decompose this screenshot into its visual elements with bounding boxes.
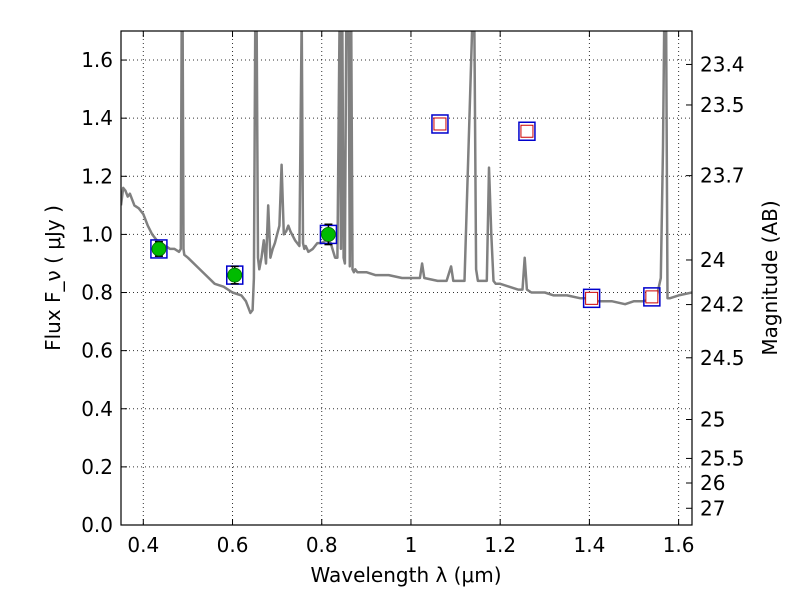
x-tick-label: 0.4 — [127, 533, 159, 557]
upper-limit-point — [520, 124, 534, 138]
model-point — [643, 287, 661, 307]
y2-axis-label: Magnitude (AB) — [758, 200, 782, 355]
upper-limit-point — [585, 291, 599, 305]
ticks — [121, 31, 692, 526]
x-tick-label: 0.8 — [306, 533, 338, 557]
y2-tick-label: 24.2 — [700, 293, 745, 317]
x-tick-label: 1.2 — [484, 533, 516, 557]
y-tick-label: 0.2 — [81, 455, 113, 479]
y-tick-label: 1.4 — [81, 106, 113, 130]
model-point — [582, 288, 601, 309]
y-tick-label: 0.6 — [81, 339, 113, 363]
y-axis-label: Flux F_ν ( μJy ) — [41, 205, 65, 351]
y2-tick-label: 23.4 — [700, 52, 745, 76]
x-tick-label: 0.6 — [217, 533, 249, 557]
y2-tick-label: 23.7 — [700, 164, 745, 188]
y2-tick-label: 25 — [700, 407, 725, 431]
plot-frame — [120, 30, 693, 526]
observed-point — [227, 267, 243, 283]
y-tick-label: 0.8 — [81, 281, 113, 305]
y2-tick-label: 27 — [700, 496, 725, 520]
y2-tick-label: 25.5 — [700, 446, 745, 470]
observed-point — [321, 227, 336, 242]
x-axis-label: Wavelength λ (μm) — [310, 563, 501, 587]
model-point — [518, 121, 536, 142]
y2-tick-label: 23.5 — [700, 93, 745, 117]
x-tick-label: 1.6 — [663, 533, 695, 557]
upper-limit-point — [645, 290, 659, 304]
y2-tick-label: 24.5 — [700, 346, 745, 370]
y-tick-label: 1.2 — [81, 164, 113, 188]
observed-point — [151, 241, 167, 257]
sed-line — [121, 31, 692, 315]
plot-area — [121, 31, 692, 315]
model-point — [150, 239, 168, 259]
model-point — [431, 114, 449, 134]
tick-labels: 0.4 0.6 0.8 1 1.2 1.4 1.6 0.0 0.2 0.4 0.6 0.8 1.0 1.2… — [81, 48, 744, 557]
y-tick-label: 0.4 — [81, 397, 113, 421]
y2-tick-label: 26 — [700, 471, 725, 495]
y-tick-label: 0.0 — [81, 513, 113, 537]
x-tick-label: 1 — [405, 533, 418, 557]
x-tick-label: 1.4 — [573, 533, 605, 557]
y-tick-label: 1.0 — [81, 222, 113, 246]
y-tick-label: 1.6 — [81, 48, 113, 72]
upper-limit-point — [433, 117, 447, 131]
y2-tick-label: 24 — [700, 248, 725, 272]
